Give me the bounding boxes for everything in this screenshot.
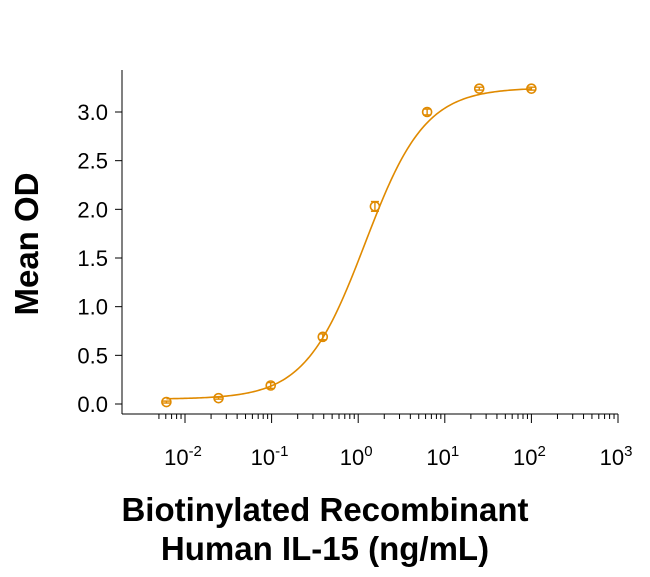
data-point: [317, 331, 329, 343]
x-tick-label: 10-2: [164, 443, 202, 470]
data-point-marker: [161, 396, 172, 408]
y-tick-label: 1.0: [77, 295, 108, 320]
data-point-marker: [265, 380, 277, 391]
data-point: [526, 83, 537, 94]
y-tick-label: 3.0: [77, 100, 108, 125]
y-tick-label: 0.0: [77, 392, 108, 417]
data-point: [369, 200, 381, 212]
x-axis-label-line1: Biotinylated Recombinant: [121, 491, 529, 528]
x-tick-label: 102: [513, 443, 546, 470]
fit-curve: [166, 88, 532, 400]
data-point: [473, 83, 485, 94]
data-point-marker: [421, 106, 433, 118]
data-point-marker: [369, 201, 381, 212]
axes: [121, 70, 618, 415]
x-tick-label: 10-1: [251, 443, 289, 470]
data-point-marker: [317, 331, 329, 343]
data-point-marker: [213, 392, 224, 404]
y-tick-label: 2.0: [77, 197, 108, 222]
y-tick-label: 0.5: [77, 343, 108, 368]
data-point: [421, 106, 433, 118]
x-tick-label: 101: [426, 443, 459, 470]
x-tick-label: 103: [600, 443, 633, 470]
y-tick-label: 1.5: [77, 246, 108, 271]
data-point: [213, 392, 224, 404]
data-point: [161, 396, 172, 408]
data-point: [265, 380, 277, 391]
y-axis-label: Mean OD: [8, 172, 45, 315]
y-ticks: 0.0 0.5 1.0 1.5 2.0 2.5 3.0: [77, 100, 122, 417]
y-tick-label: 2.5: [77, 149, 108, 174]
data-point-marker: [526, 83, 537, 94]
x-axis-label-line2: Human IL-15 (ng/mL): [160, 530, 490, 567]
x-ticks: 10-2 10-1 100 101 102 103: [158, 414, 633, 470]
data-point-marker: [473, 83, 485, 94]
data-points: [161, 83, 537, 408]
x-tick-label: 100: [340, 443, 373, 470]
